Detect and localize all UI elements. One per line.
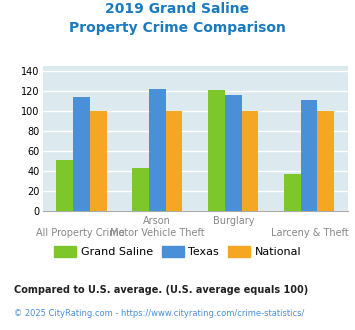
Bar: [149, 89, 166, 211]
Bar: [56, 160, 73, 211]
Text: 2019 Grand Saline: 2019 Grand Saline: [105, 2, 250, 16]
Text: Motor Vehicle Theft: Motor Vehicle Theft: [110, 228, 204, 238]
Bar: [301, 100, 317, 211]
Text: Larceny & Theft: Larceny & Theft: [271, 228, 349, 238]
Text: Burglary: Burglary: [213, 216, 254, 226]
Text: © 2025 CityRating.com - https://www.cityrating.com/crime-statistics/: © 2025 CityRating.com - https://www.city…: [14, 309, 305, 317]
Bar: [225, 95, 241, 211]
Bar: [208, 90, 225, 211]
Bar: [241, 111, 258, 211]
Text: Arson: Arson: [143, 216, 171, 226]
Bar: [317, 111, 334, 211]
Bar: [284, 174, 301, 211]
Text: Compared to U.S. average. (U.S. average equals 100): Compared to U.S. average. (U.S. average …: [14, 285, 308, 295]
Bar: [132, 168, 149, 211]
Bar: [73, 97, 90, 211]
Text: All Property Crime: All Property Crime: [36, 228, 125, 238]
Text: Property Crime Comparison: Property Crime Comparison: [69, 21, 286, 35]
Bar: [90, 111, 106, 211]
Legend: Grand Saline, Texas, National: Grand Saline, Texas, National: [49, 242, 306, 262]
Bar: [166, 111, 182, 211]
